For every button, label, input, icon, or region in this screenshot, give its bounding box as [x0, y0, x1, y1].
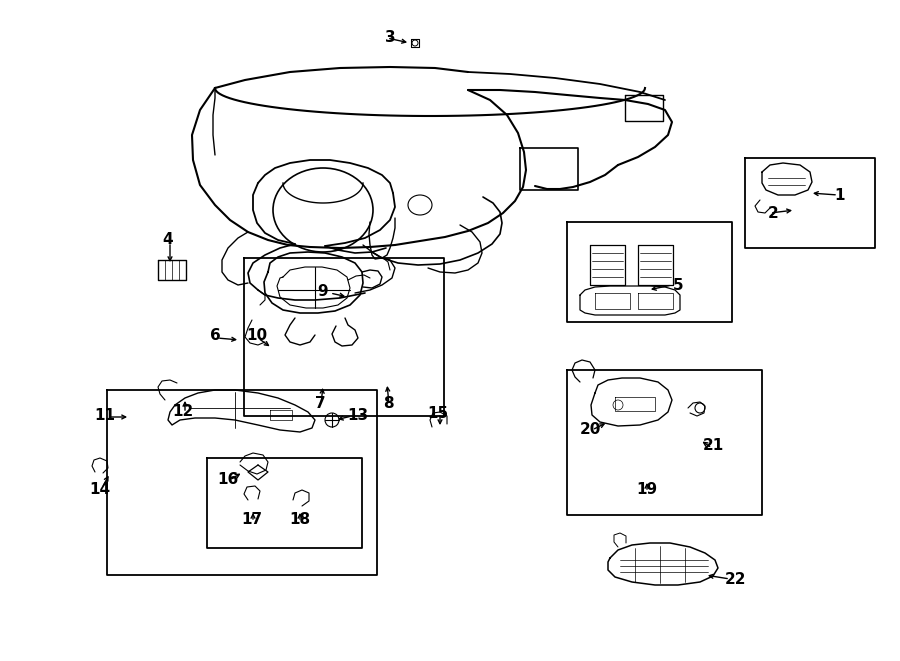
Text: 15: 15: [428, 405, 448, 420]
Text: 11: 11: [94, 407, 115, 422]
Text: 13: 13: [347, 407, 369, 422]
Text: 12: 12: [173, 405, 194, 420]
Text: 18: 18: [290, 512, 310, 527]
Text: 16: 16: [218, 473, 238, 488]
Text: 9: 9: [318, 284, 328, 299]
Text: 17: 17: [241, 512, 263, 527]
Text: 4: 4: [163, 233, 174, 247]
Text: 1: 1: [835, 188, 845, 202]
Text: 20: 20: [580, 422, 600, 438]
Text: 5: 5: [672, 278, 683, 293]
Text: 8: 8: [382, 395, 393, 410]
Text: 2: 2: [768, 206, 778, 221]
Text: 3: 3: [384, 30, 395, 46]
Text: 21: 21: [702, 438, 724, 453]
Text: 22: 22: [724, 572, 746, 588]
Text: 19: 19: [636, 483, 658, 498]
Text: 14: 14: [89, 483, 111, 498]
Text: 6: 6: [210, 329, 220, 344]
Text: 10: 10: [247, 329, 267, 344]
Text: 7: 7: [315, 395, 325, 410]
